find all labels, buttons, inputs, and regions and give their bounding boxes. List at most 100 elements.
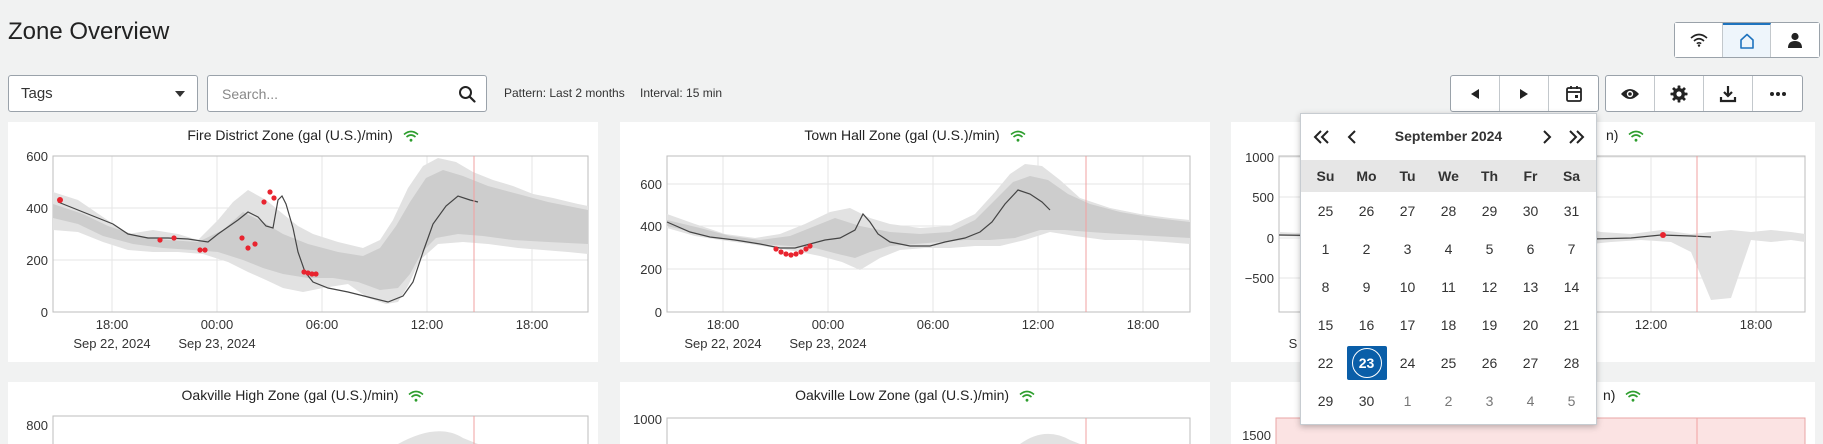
calendar-day[interactable]: 28 <box>1563 355 1580 371</box>
calendar-month-label[interactable]: September 2024 <box>1394 128 1503 144</box>
calendar-day[interactable]: 11 <box>1441 279 1456 295</box>
download-button[interactable] <box>1704 76 1753 111</box>
calendar-day[interactable]: 27 <box>1399 203 1416 219</box>
y-tick-label: 600 <box>26 149 48 164</box>
calendar-day[interactable]: 8 <box>1321 279 1330 295</box>
page-title: Zone Overview <box>8 18 170 45</box>
chart-panel-oakville-high: Oakville High Zone (gal (U.S.)/min) 800 <box>8 382 598 444</box>
wifi-icon <box>1625 390 1641 402</box>
range-band-outer <box>1020 433 1080 444</box>
chart-actions-group <box>1605 75 1803 112</box>
search-icon[interactable] <box>458 85 476 103</box>
y-tick-label: 200 <box>640 262 662 277</box>
calendar-day[interactable]: 29 <box>1317 393 1334 409</box>
calendar-button[interactable] <box>1549 76 1598 111</box>
calendar-day[interactable]: 25 <box>1440 355 1457 371</box>
calendar-day[interactable]: 26 <box>1481 355 1498 371</box>
alarm-point <box>1660 232 1666 238</box>
range-band-outer <box>398 431 478 444</box>
tags-select-label: Tags <box>21 85 53 102</box>
calendar-day[interactable]: 29 <box>1481 203 1498 219</box>
calendar-day[interactable]: 3 <box>1485 393 1494 409</box>
calendar-day[interactable]: 22 <box>1317 355 1334 371</box>
calendar-day[interactable]: 31 <box>1563 203 1580 219</box>
calendar-day[interactable]: 21 <box>1563 317 1580 333</box>
next-month-button[interactable] <box>1534 124 1560 150</box>
date-label: Sep 23, 2024 <box>789 336 866 351</box>
chevron-down-icon <box>175 90 185 97</box>
calendar-day[interactable]: 18 <box>1440 317 1457 333</box>
calendar-day[interactable]: 20 <box>1522 317 1539 333</box>
calendar-day[interactable]: 2 <box>1362 241 1371 257</box>
settings-button[interactable] <box>1655 76 1704 111</box>
user-view-button[interactable] <box>1771 23 1819 57</box>
calendar-day-selected[interactable]: 23 <box>1346 344 1387 382</box>
previous-period-button[interactable] <box>1451 76 1500 111</box>
wifi-icon <box>1010 130 1026 142</box>
calendar-day[interactable]: 17 <box>1399 317 1416 333</box>
previous-month-button[interactable] <box>1339 124 1365 150</box>
calendar-day[interactable]: 26 <box>1358 203 1375 219</box>
calendar-day[interactable]: 4 <box>1444 241 1453 257</box>
calendar-day[interactable]: 14 <box>1563 279 1580 295</box>
download-icon <box>1719 85 1737 102</box>
calendar-day[interactable]: 5 <box>1567 393 1576 409</box>
chart-svg: 600 400 200 0 18:00 00:00 06:00 12:00 18… <box>26 149 589 351</box>
gear-icon <box>1670 85 1688 102</box>
next-year-button[interactable] <box>1563 124 1589 150</box>
calendar-icon <box>1565 85 1582 102</box>
calendar-day[interactable]: 9 <box>1362 279 1371 295</box>
calendar-day[interactable]: 4 <box>1526 393 1535 409</box>
time-navigation-group <box>1450 75 1599 112</box>
person-icon <box>1788 32 1802 48</box>
date-label: Sep 23, 2024 <box>178 336 255 351</box>
double-chevron-left-icon <box>1313 130 1329 144</box>
calendar-day[interactable]: 6 <box>1526 241 1535 257</box>
calendar-day[interactable]: 1 <box>1403 393 1412 409</box>
calendar-day[interactable]: 10 <box>1399 279 1416 295</box>
chart-panel-town-hall: Town Hall Zone (gal (U.S.)/min) 600 400 … <box>620 122 1210 362</box>
alarm-points <box>773 243 813 258</box>
zone-view-button[interactable] <box>1723 23 1771 57</box>
weekday-label: Su <box>1316 168 1335 184</box>
calendar-day[interactable]: 13 <box>1522 279 1539 295</box>
chart-svg: 800 <box>26 415 589 444</box>
y-tick-label: 600 <box>640 177 662 192</box>
calendar-day[interactable]: 15 <box>1317 317 1334 333</box>
chart-title: n) <box>1603 387 1815 403</box>
date-picker-popup: September 2024 Su Mo Tu We Th Fr Sa 25 2… <box>1300 113 1597 425</box>
calendar-day[interactable]: 27 <box>1522 355 1539 371</box>
search-input[interactable] <box>220 84 458 103</box>
date-label: Sep 22, 2024 <box>684 336 761 351</box>
visibility-button[interactable] <box>1606 76 1655 111</box>
y-tick-label: 400 <box>26 201 48 216</box>
weekday-header: Su Mo Tu We Th Fr Sa <box>1301 160 1596 192</box>
calendar-day[interactable]: 30 <box>1522 203 1539 219</box>
calendar-day[interactable]: 19 <box>1481 317 1498 333</box>
calendar-day[interactable]: 24 <box>1399 355 1416 371</box>
wifi-icon <box>1019 390 1035 402</box>
tags-select[interactable]: Tags <box>8 75 198 112</box>
x-tick-label: 18:00 <box>707 317 740 332</box>
calendar-day[interactable]: 5 <box>1485 241 1494 257</box>
calendar-header: September 2024 <box>1301 114 1596 160</box>
weekday-label: We <box>1438 168 1459 184</box>
y-tick-label: 500 <box>1252 190 1274 205</box>
x-tick-label: 18:00 <box>96 317 129 332</box>
calendar-day[interactable]: 30 <box>1358 393 1375 409</box>
calendar-day[interactable]: 12 <box>1481 279 1498 295</box>
wifi-view-button[interactable] <box>1675 23 1723 57</box>
calendar-day[interactable]: 28 <box>1440 203 1457 219</box>
wifi-icon <box>403 130 419 142</box>
x-tick-label: 18:00 <box>516 317 549 332</box>
calendar-day[interactable]: 25 <box>1317 203 1334 219</box>
previous-year-button[interactable] <box>1309 124 1335 150</box>
weekday-label: Tu <box>1399 168 1416 184</box>
calendar-day[interactable]: 16 <box>1358 317 1375 333</box>
calendar-day[interactable]: 3 <box>1403 241 1412 257</box>
calendar-day[interactable]: 7 <box>1567 241 1576 257</box>
next-period-button[interactable] <box>1500 76 1549 111</box>
calendar-day[interactable]: 1 <box>1321 241 1330 257</box>
calendar-day[interactable]: 2 <box>1444 393 1453 409</box>
more-options-button[interactable] <box>1753 76 1802 111</box>
